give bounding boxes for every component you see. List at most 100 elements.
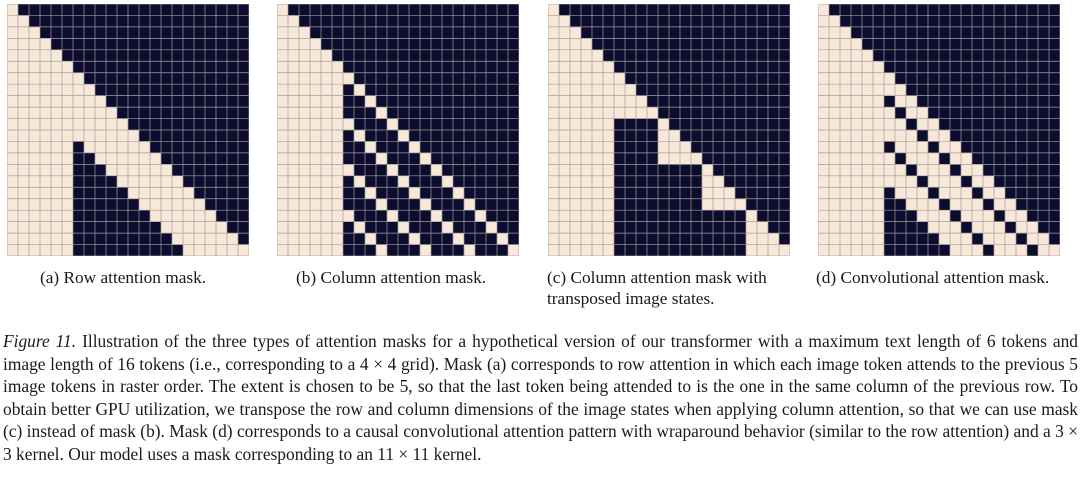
mask-cell-masked xyxy=(73,175,85,188)
mask-cell-attend xyxy=(398,221,410,234)
mask-cell-attend xyxy=(818,95,830,108)
mask-cell-attend xyxy=(614,107,626,119)
mask-cell-attend xyxy=(18,221,30,234)
mask-cell-masked xyxy=(183,26,195,39)
mask-cell-masked xyxy=(51,4,63,16)
mask-cell-masked xyxy=(939,61,951,73)
mask-cell-masked xyxy=(387,26,399,39)
mask-cell-masked xyxy=(680,72,692,85)
mask-cell-attend xyxy=(994,198,1006,211)
mask-cell-masked xyxy=(442,84,454,96)
mask-cell-masked xyxy=(768,49,780,62)
mask-cell-attend xyxy=(829,198,841,211)
mask-cell-attend xyxy=(277,49,289,62)
mask-cell-masked xyxy=(508,95,519,108)
mask-cell-masked xyxy=(409,244,421,256)
mask-cell-masked xyxy=(365,4,377,16)
mask-cell-attend xyxy=(603,84,615,96)
mask-cell-masked xyxy=(983,118,995,131)
mask-cell-attend xyxy=(299,118,311,131)
mask-cell-masked xyxy=(680,187,692,199)
mask-cell-attend xyxy=(7,175,19,188)
mask-cell-attend xyxy=(862,198,874,211)
mask-cell-masked xyxy=(691,164,703,176)
mask-cell-masked xyxy=(95,244,107,256)
mask-cell-attend xyxy=(818,15,830,27)
mask-cell-attend xyxy=(581,233,593,245)
mask-cell-attend xyxy=(592,152,604,165)
mask-cell-masked xyxy=(884,233,896,245)
mask-cell-masked xyxy=(1027,175,1039,188)
mask-cell-attend xyxy=(818,61,830,73)
mask-cell-masked xyxy=(343,198,355,211)
mask-cell-masked xyxy=(735,61,747,73)
mask-cell-masked xyxy=(779,198,790,211)
mask-cell-masked xyxy=(387,61,399,73)
mask-cell-masked xyxy=(194,15,206,27)
mask-cell-attend xyxy=(150,175,162,188)
mask-cell-attend xyxy=(194,233,206,245)
mask-cell-masked xyxy=(691,15,703,27)
mask-cell-attend xyxy=(18,233,30,245)
mask-cell-masked xyxy=(150,38,162,50)
mask-cell-attend xyxy=(559,72,571,85)
mask-cell-masked xyxy=(442,152,454,165)
mask-cell-attend xyxy=(961,244,973,256)
mask-cell-masked xyxy=(724,210,736,222)
mask-cell-masked xyxy=(928,107,940,119)
mask-cell-attend xyxy=(62,130,74,142)
mask-cell-masked xyxy=(884,4,896,16)
mask-cell-masked xyxy=(680,233,692,245)
mask-cell-attend xyxy=(559,244,571,256)
mask-cell-masked xyxy=(420,84,432,96)
mask-cell-masked xyxy=(431,72,443,85)
mask-cell-masked xyxy=(1005,107,1017,119)
mask-cell-masked xyxy=(343,244,355,256)
mask-cell-masked xyxy=(18,4,30,16)
mask-cell-masked xyxy=(917,38,929,50)
mask-cell-attend xyxy=(548,84,560,96)
mask-cell-attend xyxy=(7,107,19,119)
mask-cell-attend xyxy=(757,244,769,256)
mask-cell-attend xyxy=(559,26,571,39)
mask-cell-masked xyxy=(928,233,940,245)
mask-cell-masked xyxy=(354,210,366,222)
mask-cell-attend xyxy=(658,152,670,165)
mask-cell-masked xyxy=(238,233,249,245)
mask-cell-masked xyxy=(398,244,410,256)
mask-cell-masked xyxy=(227,152,239,165)
mask-cell-masked xyxy=(928,38,940,50)
mask-cell-attend xyxy=(409,187,421,199)
mask-cell-attend xyxy=(746,244,758,256)
mask-cell-masked xyxy=(713,152,725,165)
mask-cell-attend xyxy=(570,49,582,62)
mask-cell-masked xyxy=(1016,61,1028,73)
mask-cell-masked xyxy=(128,61,140,73)
mask-cell-attend xyxy=(40,187,52,199)
mask-cell-masked xyxy=(216,152,228,165)
mask-cell-masked xyxy=(205,130,217,142)
mask-cell-masked xyxy=(1038,210,1050,222)
mask-cell-masked xyxy=(994,95,1006,108)
mask-cell-attend xyxy=(895,175,907,188)
mask-cell-masked xyxy=(1016,130,1028,142)
mask-cell-attend xyxy=(7,210,19,222)
mask-cell-masked xyxy=(614,61,626,73)
mask-cell-attend xyxy=(983,221,995,234)
mask-cell-attend xyxy=(581,164,593,176)
mask-cell-masked xyxy=(29,4,41,16)
mask-cell-masked xyxy=(746,84,758,96)
mask-cell-masked xyxy=(1038,175,1050,188)
mask-cell-attend xyxy=(873,72,885,85)
mask-cell-attend xyxy=(592,61,604,73)
mask-cell-masked xyxy=(161,118,173,131)
mask-cell-attend xyxy=(29,233,41,245)
mask-cell-attend xyxy=(106,130,118,142)
mask-cell-masked xyxy=(746,15,758,27)
mask-cell-masked xyxy=(194,38,206,50)
mask-cell-attend xyxy=(51,130,63,142)
mask-cell-attend xyxy=(917,187,929,199)
mask-cell-attend xyxy=(829,49,841,62)
figure-caption: Figure 11. Illustration of the three typ… xyxy=(3,330,1078,466)
mask-cell-masked xyxy=(73,221,85,234)
